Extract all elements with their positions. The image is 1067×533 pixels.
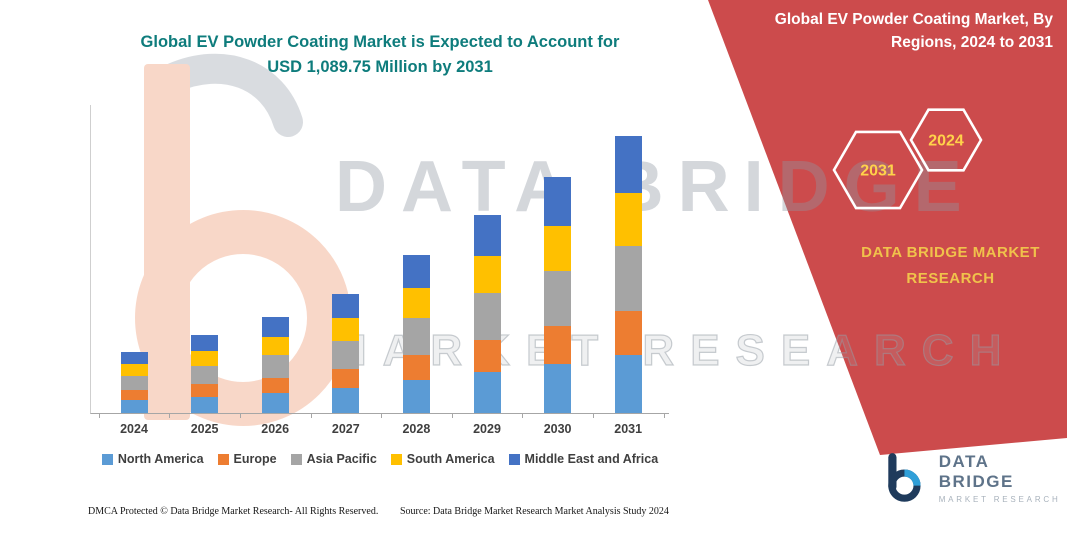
bar-segment (544, 177, 572, 226)
bar-segment (473, 371, 501, 413)
bar-segment (261, 336, 289, 356)
bar-segment (614, 136, 642, 194)
axis-tick (522, 413, 524, 418)
dbmr-logo-icon (888, 453, 921, 502)
bar-segment (544, 326, 572, 364)
x-axis-label: 2030 (543, 422, 572, 436)
legend-label: Middle East and Africa (524, 452, 659, 466)
axis-tick (381, 413, 383, 418)
bar-segment (191, 351, 219, 366)
bar-segment (402, 354, 430, 380)
footer-source: Source: Data Bridge Market Research Mark… (400, 506, 669, 517)
legend-item: North America (101, 452, 204, 466)
axis-tick (98, 413, 100, 418)
legend-item: Middle East and Africa (508, 452, 659, 466)
x-axis-label: 2027 (331, 422, 360, 436)
axis-tick (310, 413, 312, 418)
bar-segment (402, 287, 430, 318)
logo-title: DATA BRIDGE (938, 452, 1014, 491)
x-axis-label: 2025 (190, 422, 219, 436)
chart-title-line2: USD 1,089.75 Million by 2031 (267, 57, 493, 76)
axis-tick (239, 413, 241, 418)
bar-segment (614, 245, 642, 311)
legend-label: Europe (233, 452, 277, 466)
bar-segment (402, 379, 430, 413)
chart-title: Global EV Powder Coating Market is Expec… (70, 30, 690, 80)
x-axis-label: 2029 (473, 422, 501, 436)
bar-segment (332, 341, 360, 370)
bar-segment (473, 339, 501, 372)
legend-label: South America (406, 452, 495, 466)
chart-plot-area: 2024 2025 2026 2027 2028 2029 2030 2031 (90, 105, 669, 436)
legend: North America Europe Asia Pacific South Ame… (60, 452, 700, 466)
x-axis-label: 2026 (261, 422, 290, 436)
legend-label: Asia Pacific (306, 452, 377, 466)
legend-item: South America (390, 452, 495, 466)
bar-segment (332, 318, 360, 342)
bar-segment (261, 316, 289, 337)
hexagon-2024-label: 2024 (928, 133, 964, 150)
bar-segment (261, 392, 289, 413)
bar-segment (544, 363, 572, 413)
bar-segment (120, 390, 148, 401)
legend-swatch (217, 453, 229, 465)
logo-subtitle: MARKET RESEARCH (938, 495, 1061, 504)
hexagon-2024 (909, 108, 983, 172)
watermark-text-line2: MARKET RESEARCH (329, 325, 1018, 375)
bar-segment (332, 294, 360, 319)
legend-label: North America (117, 452, 204, 466)
bar-segment (120, 400, 148, 413)
x-axis-label: 2031 (614, 422, 643, 436)
dbmr-logo: DATA BRIDGE MARKET RESEARCH (876, 450, 1067, 506)
axis-tick (592, 413, 594, 418)
hexagon-badges: 2031 2024 (832, 108, 983, 210)
bar-segment (120, 376, 148, 391)
bar-segment (473, 215, 501, 256)
watermark-b-icon (135, 53, 348, 426)
bar-segment (332, 369, 360, 389)
bar-segment (120, 352, 148, 365)
bar-segment (261, 355, 289, 378)
bar-segment (544, 225, 572, 271)
legend-swatch (390, 453, 402, 465)
chart-title-line1: Global EV Powder Coating Market is Expec… (140, 33, 620, 51)
legend-item: Asia Pacific (290, 452, 377, 466)
bar-segment (473, 255, 501, 294)
bar-segment (120, 364, 148, 377)
bar-segment (191, 396, 219, 413)
bar-segment (402, 317, 430, 355)
bar-segment (191, 365, 219, 385)
bar-segment (191, 334, 219, 352)
watermark-text-line1: DATA BRIDGE (335, 147, 976, 227)
hexagon-2031 (832, 130, 924, 210)
axis-tick (169, 413, 171, 418)
legend-swatch (508, 453, 520, 465)
footer-dmca: DMCA Protected © Data Bridge Market Rese… (88, 506, 379, 517)
axis-tick (451, 413, 453, 418)
hexagon-2031-label: 2031 (860, 163, 896, 180)
x-axis-label: 2028 (402, 422, 431, 436)
bar-segment (332, 388, 360, 413)
legend-swatch (101, 453, 113, 465)
legend-swatch (290, 453, 302, 465)
bar-segment (614, 355, 642, 413)
panel-title: Global EV Powder Coating Market, By Regi… (774, 11, 1053, 52)
bar-segment (402, 255, 430, 288)
panel-brand-text: DATA BRIDGE MARKET RESEARCH (861, 244, 1040, 287)
bar-segment (261, 377, 289, 393)
legend-item: Europe (217, 452, 277, 466)
x-axis-label: 2024 (120, 422, 148, 436)
axis-tick (663, 413, 665, 418)
bar-segment (473, 293, 501, 340)
bar-segment (544, 270, 572, 327)
bar-segment (614, 193, 642, 246)
bar-segment (191, 384, 219, 397)
bar-segment (614, 310, 642, 356)
